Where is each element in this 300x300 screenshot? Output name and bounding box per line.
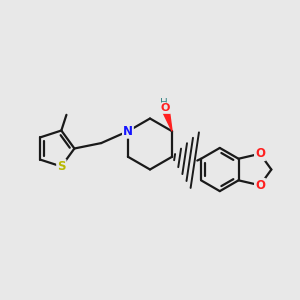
Polygon shape [162,109,172,131]
Text: O: O [161,103,170,113]
Text: S: S [57,160,66,173]
Text: O: O [255,179,265,192]
Text: H: H [160,98,168,108]
Text: N: N [123,125,133,138]
Text: O: O [255,147,265,160]
